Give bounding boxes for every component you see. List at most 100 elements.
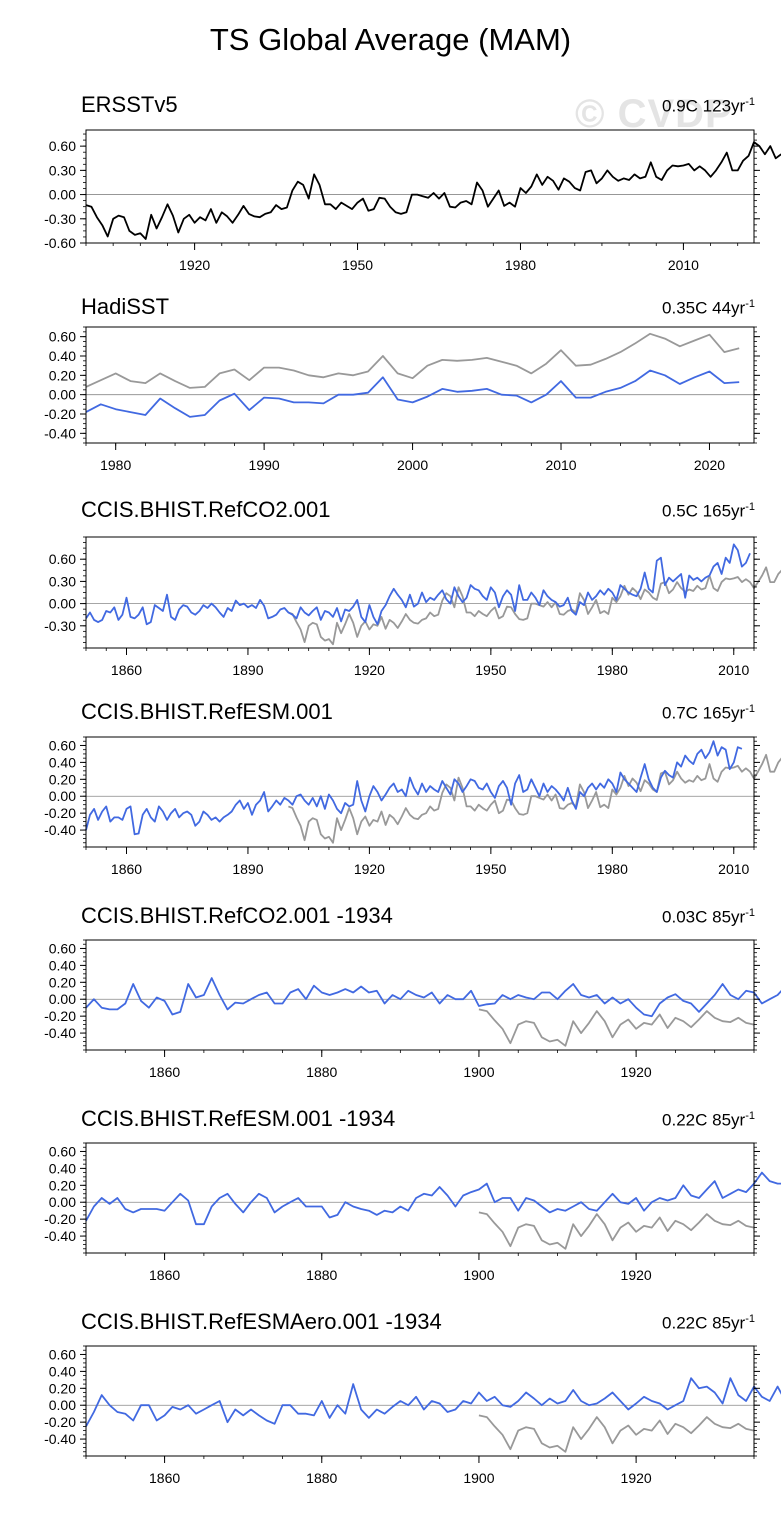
x-tick-label: 1920 <box>354 662 385 678</box>
trend-unit-exponent: -1 <box>745 703 755 715</box>
y-tick-label: 0.00 <box>49 187 76 203</box>
trend-value: 0.22C 85yr <box>662 1110 746 1130</box>
y-tick-label: -0.60 <box>44 235 76 251</box>
y-tick-label: 0.00 <box>49 1194 76 1210</box>
panel-title: CCIS.BHIST.RefCO2.001 <box>81 497 331 522</box>
x-tick-label: 1860 <box>149 1064 180 1080</box>
series-line-2 <box>85 977 781 1018</box>
chart-panel-5: 0.600.400.200.00-0.20-0.40 1860 1880 1900 19… <box>44 939 781 1080</box>
x-tick-label: 1890 <box>232 861 263 877</box>
y-tick-label: 0.00 <box>49 788 76 804</box>
trend-value: 0.03C 85yr <box>662 907 746 927</box>
y-tick-label: 0.60 <box>49 940 76 956</box>
y-tick-label: 0.20 <box>49 1177 76 1193</box>
panel-trend-label: 0.7C 165yr-1 <box>662 703 755 724</box>
chart-panel-1: 0.60 0.30 0.00 -0.30 -0.60 1920 1950 1980 2010 <box>44 129 781 273</box>
panel-title: HadiSST <box>81 294 170 319</box>
x-tick-label: 1900 <box>463 1267 494 1283</box>
plot-frame <box>85 536 755 649</box>
trend-value: 0.22C 85yr <box>662 1313 746 1333</box>
y-tick-label: -0.20 <box>44 1008 76 1024</box>
y-tick-label: -0.40 <box>44 1025 76 1041</box>
watermark-logo: © CVDP <box>575 92 733 136</box>
trend-value: 0.7C 165yr <box>662 703 746 723</box>
x-tick-label: 1980 <box>100 457 131 473</box>
x-tick-label: 1980 <box>505 257 536 273</box>
x-tick-label: 2010 <box>718 662 749 678</box>
y-tick-label: 0.00 <box>49 596 76 612</box>
trend-value: 0.5C 165yr <box>662 501 746 521</box>
panel-trend-label: 0.22C 85yr-1 <box>662 1313 755 1334</box>
y-tick-label: -0.20 <box>44 1414 76 1430</box>
y-tick-label: 0.40 <box>49 754 76 770</box>
panel-title: CCIS.BHIST.RefESMAero.001 -1934 <box>81 1309 442 1334</box>
x-tick-label: 2000 <box>397 457 428 473</box>
y-tick-label: 0.30 <box>49 162 76 178</box>
y-tick-label: 0.60 <box>49 551 76 567</box>
series-line-2 <box>85 1377 781 1427</box>
x-tick-label: 1880 <box>306 1267 337 1283</box>
chart-panel-2: 0.60 0.40 0.20 0.00 -0.20 -0.40 1980 1990 2000 20… <box>44 326 760 473</box>
series-line-2 <box>85 543 751 626</box>
x-tick-label: 1920 <box>179 257 210 273</box>
x-tick-label: 1920 <box>621 1470 652 1486</box>
panel-trend-label: 0.03C 85yr-1 <box>662 907 755 928</box>
x-tick-label: 1900 <box>463 1064 494 1080</box>
y-tick-label: 0.60 <box>49 737 76 753</box>
x-tick-label: 2010 <box>718 861 749 877</box>
x-tick-label: 1900 <box>463 1470 494 1486</box>
x-tick-label: 1860 <box>149 1267 180 1283</box>
panel-title: CCIS.BHIST.RefESM.001 <box>81 699 333 724</box>
y-tick-label: 0.60 <box>49 138 76 154</box>
x-tick-label: 1920 <box>621 1267 652 1283</box>
plot-frame <box>85 939 755 1051</box>
x-tick-label: 1990 <box>249 457 280 473</box>
series-line-1 <box>85 332 740 389</box>
y-tick-label: 0.20 <box>49 1380 76 1396</box>
x-tick-label: 1860 <box>111 861 142 877</box>
y-tick-label: -0.30 <box>44 211 76 227</box>
series-line-2 <box>85 740 743 836</box>
y-tick-label: -0.30 <box>44 618 76 634</box>
chart-panel-7: 0.600.400.200.00-0.20-0.40 1860 1880 1900 19… <box>44 1345 781 1486</box>
x-tick-label: 1880 <box>306 1064 337 1080</box>
series-line-2 <box>85 1171 781 1226</box>
panel-title: CCIS.BHIST.RefESM.001 -1934 <box>81 1106 396 1131</box>
x-tick-label: 1920 <box>621 1064 652 1080</box>
panel-trend-label: 0.5C 165yr-1 <box>662 501 755 522</box>
trend-unit-exponent: -1 <box>745 907 755 919</box>
trend-unit-exponent: -1 <box>745 298 755 310</box>
y-tick-label: -0.40 <box>44 822 76 838</box>
y-tick-label: 0.00 <box>49 991 76 1007</box>
y-tick-label: -0.20 <box>44 805 76 821</box>
series-line-1 <box>478 1211 755 1250</box>
x-tick-label: 2010 <box>668 257 699 273</box>
x-tick-label: 1980 <box>597 861 628 877</box>
chart-panel-4: 0.600.400.200.00-0.20-0.40 1860 1890 1920 19… <box>44 736 781 877</box>
trend-unit-exponent: -1 <box>745 1110 755 1122</box>
series-line-1 <box>478 1008 755 1047</box>
x-tick-label: 2010 <box>545 457 576 473</box>
y-tick-label: 0.60 <box>49 1143 76 1159</box>
panel-title: ERSSTv5 <box>81 92 178 117</box>
y-tick-label: 0.20 <box>49 771 76 787</box>
x-tick-label: 1860 <box>111 662 142 678</box>
y-tick-label: 0.40 <box>49 1363 76 1379</box>
y-tick-label: -0.40 <box>44 1431 76 1447</box>
x-tick-label: 2020 <box>694 457 725 473</box>
trend-value: 0.9C 123yr <box>662 96 746 116</box>
plot-frame <box>85 129 755 244</box>
series-line-1 <box>288 566 781 646</box>
x-tick-label: 1950 <box>475 662 506 678</box>
x-tick-label: 1950 <box>475 861 506 877</box>
series-line-1 <box>288 753 781 844</box>
series-line-1 <box>85 141 781 240</box>
plot-frame <box>85 736 755 848</box>
y-tick-label: 0.00 <box>49 387 76 403</box>
trend-unit-exponent: -1 <box>745 1313 755 1325</box>
x-tick-label: 1980 <box>597 662 628 678</box>
panel-title: CCIS.BHIST.RefCO2.001 -1934 <box>81 903 393 928</box>
series-line-1 <box>478 1414 755 1453</box>
y-tick-label: 0.60 <box>49 1346 76 1362</box>
